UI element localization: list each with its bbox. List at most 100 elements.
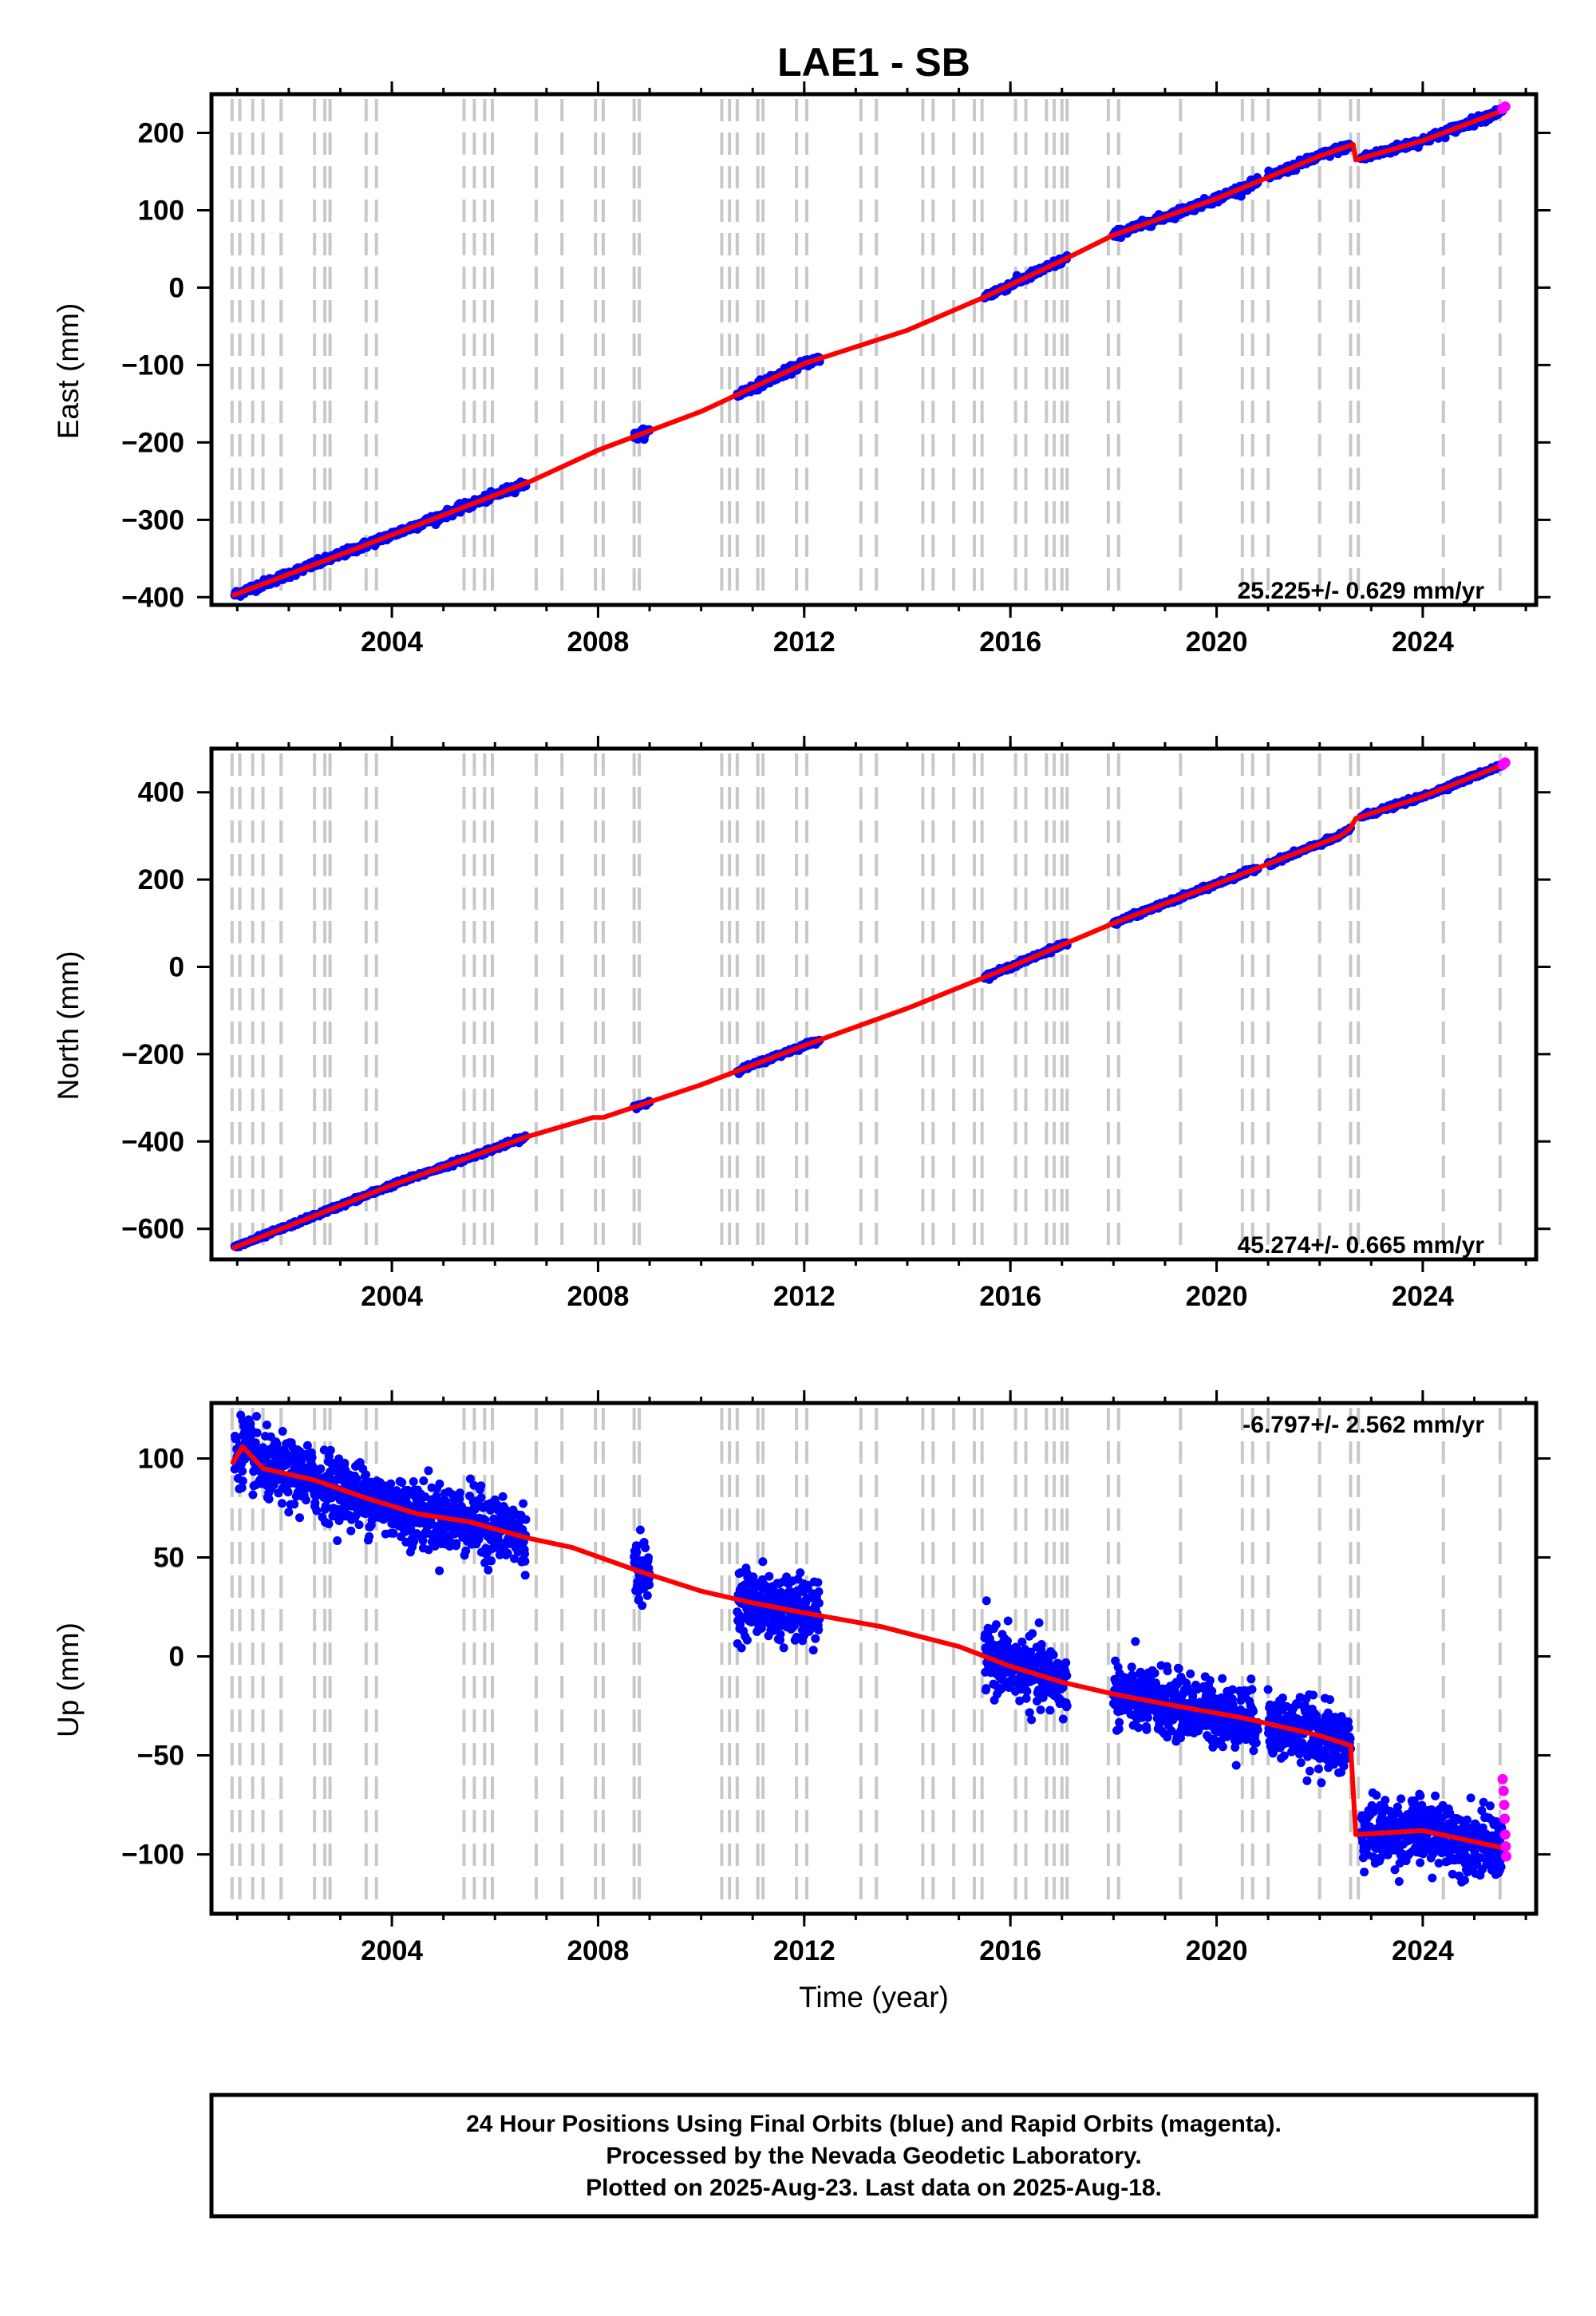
up-data-point: [278, 1427, 287, 1436]
north-x-tick-label: 2020: [1186, 1281, 1248, 1312]
up-data-point: [1027, 1715, 1037, 1725]
up-data-point: [814, 1625, 824, 1634]
up-data-point: [1037, 1640, 1046, 1649]
up-data-point: [238, 1466, 247, 1476]
up-data-point: [1115, 1717, 1124, 1727]
up-data-point: [455, 1488, 464, 1498]
east-y-tick-label: −400: [121, 582, 184, 613]
up-data-point: [1028, 1629, 1037, 1638]
up-data-point: [642, 1591, 652, 1600]
east-x-tick-label: 2012: [773, 626, 836, 658]
up-data-point: [419, 1476, 429, 1485]
east-y-axis-label: East (mm): [52, 303, 85, 440]
up-data-point: [409, 1477, 418, 1486]
up-data-point: [397, 1478, 407, 1488]
up-data-point: [764, 1571, 774, 1581]
chart-title: LAE1 - SB: [777, 40, 970, 85]
east-rapid-point: [1499, 101, 1511, 113]
up-data-point: [811, 1634, 820, 1643]
up-data-point: [452, 1539, 461, 1548]
up-data-point: [277, 1499, 286, 1508]
x-axis-label: Time (year): [799, 1981, 949, 2014]
up-data-point: [1150, 1669, 1159, 1678]
north-x-tick-label: 2008: [567, 1281, 629, 1312]
north-x-tick-label: 2024: [1392, 1281, 1454, 1312]
east-x-tick-label: 2020: [1186, 626, 1248, 658]
up-data-point: [1036, 1705, 1045, 1714]
up-data-point: [251, 1438, 260, 1448]
east-y-tick-label: −100: [121, 350, 184, 381]
up-data-point: [1061, 1658, 1071, 1667]
up-data-point: [1022, 1686, 1032, 1696]
east-y-tick-label: −200: [121, 427, 184, 458]
up-data-point: [1062, 1671, 1072, 1681]
up-data-point: [316, 1464, 326, 1473]
up-data-point: [814, 1587, 824, 1596]
north-y-tick-label: −600: [121, 1214, 184, 1245]
north-y-tick-label: −400: [121, 1126, 184, 1157]
up-data-point: [641, 1543, 650, 1552]
up-data-point: [1045, 1705, 1055, 1715]
east-panel: East (mm) 25.225+/- 0.629 mm/yr 2004 2008…: [52, 81, 1551, 658]
east-y-tick-label: −300: [121, 504, 184, 536]
up-data-point: [352, 1474, 361, 1484]
up-data-point: [1003, 1616, 1013, 1626]
up-data-point: [389, 1528, 398, 1538]
up-data-point: [476, 1493, 486, 1503]
up-data-point: [814, 1599, 824, 1608]
up-data-point: [813, 1578, 823, 1587]
up-data-point: [776, 1630, 785, 1639]
up-data-point: [340, 1458, 350, 1468]
up-data-point: [982, 1684, 991, 1694]
up-data-point: [476, 1481, 486, 1491]
east-y-tick-label: 0: [169, 272, 184, 303]
up-data-point: [386, 1479, 396, 1488]
north-rate-label: 45.274+/- 0.665 mm/yr: [1238, 1232, 1485, 1259]
east-x-tick-label: 2016: [979, 626, 1041, 658]
east-rate-label: 25.225+/- 0.629 mm/yr: [1238, 578, 1485, 604]
east-x-tick-label: 2004: [361, 626, 423, 658]
up-y-axis-label: Up (mm): [52, 1622, 85, 1737]
up-data-point: [1062, 1701, 1072, 1710]
up-data-point: [435, 1479, 444, 1488]
up-data-point: [644, 1553, 653, 1563]
up-data-point: [252, 1412, 261, 1421]
up-rate-label: -6.797+/- 2.562 mm/yr: [1242, 1412, 1484, 1438]
up-data-point: [632, 1547, 642, 1557]
up-data-point: [1017, 1637, 1027, 1646]
up-data-point: [737, 1643, 746, 1653]
up-data-point: [1143, 1713, 1152, 1722]
up-data-point: [264, 1494, 274, 1504]
up-data-point: [324, 1520, 334, 1528]
up-data-point: [1134, 1723, 1144, 1733]
north-x-tick-label: 2012: [773, 1281, 836, 1312]
up-data-point: [1127, 1662, 1136, 1672]
up-data-point: [779, 1643, 788, 1653]
up-data-point: [982, 1596, 991, 1606]
up-data-point: [354, 1520, 364, 1530]
up-data-point: [424, 1466, 433, 1476]
up-data-point: [645, 1580, 654, 1590]
east-x-tick-label: 2008: [567, 626, 629, 658]
up-data-point: [521, 1515, 531, 1524]
north-y-axis-label: North (mm): [52, 951, 85, 1100]
up-data-point: [361, 1470, 370, 1480]
up-data-point: [1034, 1618, 1044, 1627]
up-data-point: [498, 1492, 508, 1501]
up-data-point: [991, 1620, 1001, 1630]
north-y-tick-label: 0: [169, 952, 184, 983]
up-data-point: [520, 1556, 530, 1566]
east-y-tick-label: 200: [138, 117, 184, 148]
up-data-point: [307, 1452, 317, 1462]
up-data-point: [283, 1488, 293, 1497]
up-data-point: [1003, 1636, 1012, 1646]
north-y-tick-label: −200: [121, 1039, 184, 1070]
up-data-point: [758, 1557, 768, 1567]
up-data-point: [290, 1500, 299, 1509]
up-data-point: [1142, 1725, 1152, 1734]
up-data-point: [365, 1531, 374, 1541]
up-data-point: [796, 1568, 805, 1578]
up-data-point: [1131, 1637, 1140, 1646]
up-data-point: [252, 1428, 262, 1437]
